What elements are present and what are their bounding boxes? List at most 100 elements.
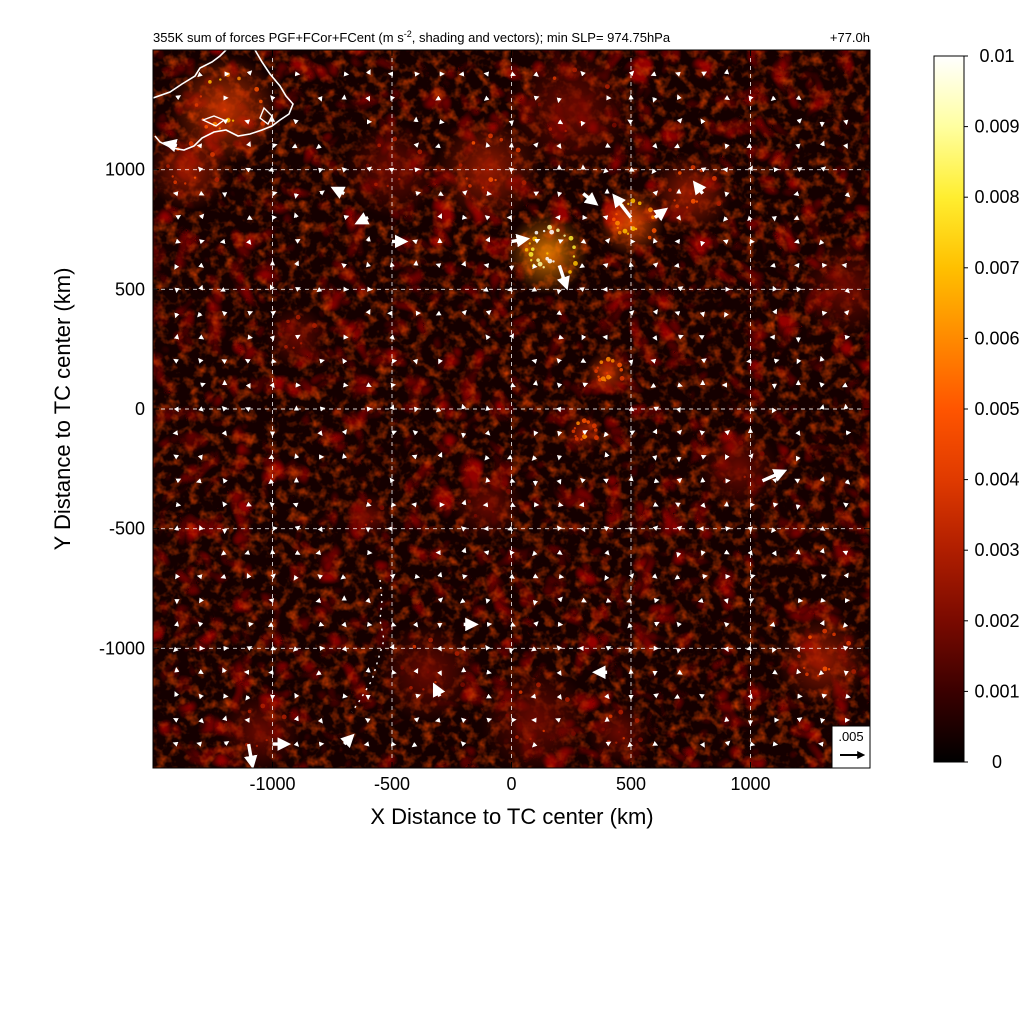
force-vector <box>676 525 683 532</box>
hotspot-speckle <box>711 176 717 181</box>
hotspot-speckle <box>600 376 606 382</box>
hotspot-speckle <box>188 141 194 146</box>
force-vector <box>483 95 490 101</box>
force-vector <box>700 502 706 509</box>
hotspot-speckle <box>386 184 389 188</box>
force-vector <box>533 621 539 627</box>
force-vector <box>461 190 468 196</box>
force-vector <box>533 142 539 148</box>
force-vector <box>436 645 442 652</box>
force-vector <box>796 668 802 675</box>
force-vector <box>244 549 251 555</box>
hotspot-speckle <box>821 659 824 662</box>
hotspot-speckle <box>574 437 579 441</box>
hotspot-speckle <box>627 202 630 206</box>
hotspot-speckle <box>548 127 553 131</box>
x-axis: -1000 -500 0 500 1000 <box>249 50 771 794</box>
hotspot-speckle <box>647 235 652 240</box>
hotspot-speckle <box>428 637 434 643</box>
force-vector <box>485 309 492 316</box>
force-vector <box>579 263 586 269</box>
force-vector <box>697 597 704 603</box>
force-vector <box>485 334 491 341</box>
force-vector <box>319 406 326 412</box>
force-vector <box>270 310 277 316</box>
force-vector <box>556 478 562 485</box>
force-vector <box>772 647 777 653</box>
hotspot-speckle <box>468 184 472 188</box>
force-vector <box>460 741 467 747</box>
force-vector <box>462 574 468 580</box>
force-vector <box>223 740 230 747</box>
force-vector <box>317 526 323 533</box>
force-vector <box>771 527 777 534</box>
force-vector <box>245 694 251 701</box>
hotspot-speckle <box>648 207 653 213</box>
hotspot-speckle <box>611 122 617 128</box>
force-vector <box>532 550 538 557</box>
hotspot-speckle <box>576 421 580 425</box>
hotspot-speckle <box>579 120 582 124</box>
hotspot-speckle <box>618 709 624 715</box>
hotspot-speckle <box>426 671 430 674</box>
hotspot-speckle <box>299 342 303 345</box>
hotspot-speckle <box>851 669 857 674</box>
hotspot-speckle <box>358 522 362 526</box>
force-vector <box>531 742 538 748</box>
force-vector <box>270 645 277 651</box>
force-vector <box>293 118 299 125</box>
force-vector <box>748 453 754 459</box>
force-vector <box>532 263 538 270</box>
hotspot-speckle <box>690 165 696 170</box>
force-vector <box>628 310 635 316</box>
force-vector <box>628 475 634 482</box>
force-vector <box>509 502 516 507</box>
force-vector <box>435 407 442 413</box>
force-vector <box>271 143 278 149</box>
force-vector <box>676 94 682 101</box>
force-vector <box>363 741 370 747</box>
force-vector <box>795 646 801 653</box>
hotspot-speckle <box>573 427 577 430</box>
force-vector <box>175 95 182 101</box>
hotspot-speckle <box>370 520 373 523</box>
hotspot-speckle <box>630 226 636 232</box>
hotspot-speckle <box>392 136 398 142</box>
force-vector <box>412 430 419 436</box>
hotspot-speckle <box>260 120 266 126</box>
force-vector <box>198 190 205 196</box>
force-vectors <box>162 68 852 768</box>
force-vector <box>580 477 586 484</box>
force-vector <box>293 715 299 722</box>
force-vector <box>292 502 299 508</box>
force-vector <box>413 142 420 148</box>
hotspot-speckle <box>685 206 689 209</box>
force-vector <box>821 310 828 316</box>
force-vector <box>676 551 682 558</box>
force-vector <box>415 191 422 197</box>
force-vector <box>437 451 443 458</box>
hotspot-speckle <box>556 228 560 233</box>
hotspot-speckle <box>214 177 220 183</box>
force-vector <box>460 526 467 532</box>
force-vector-large <box>612 193 633 219</box>
force-vector <box>198 334 205 340</box>
force-vector <box>605 142 611 148</box>
colorbar-tick-label: 0.01 <box>979 46 1014 66</box>
hotspot-speckle <box>524 248 529 252</box>
force-vector <box>414 406 419 413</box>
force-vector <box>842 645 849 651</box>
force-vector <box>795 430 801 437</box>
force-vector <box>821 693 828 699</box>
force-vector <box>509 549 515 556</box>
force-vector <box>219 238 226 244</box>
hotspot-speckle <box>675 204 679 208</box>
force-vector <box>532 573 539 579</box>
force-vector <box>317 95 323 102</box>
force-vector <box>676 621 682 628</box>
force-vector <box>556 97 562 104</box>
hotspot-speckle <box>570 108 573 112</box>
colorbar-tick-label: 0 <box>992 752 1002 772</box>
force-vector-large <box>354 212 370 225</box>
hotspot-speckle <box>529 737 532 741</box>
